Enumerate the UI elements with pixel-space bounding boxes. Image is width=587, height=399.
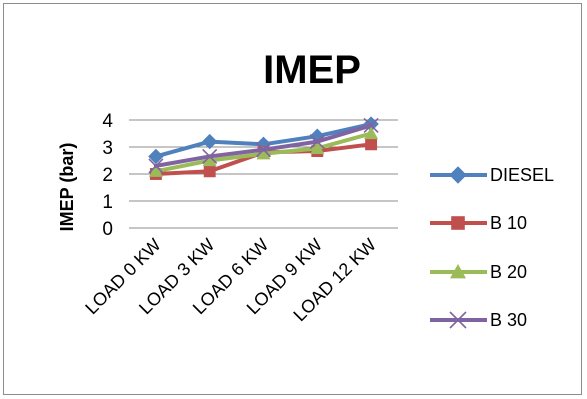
legend-marker <box>449 166 467 184</box>
legend-label: B 20 <box>490 262 527 282</box>
data-point-b30 <box>202 148 218 165</box>
data-point-diesel <box>148 148 164 165</box>
data-point-b10 <box>203 165 216 178</box>
data-point-b30 <box>309 134 325 150</box>
legend-label: B 30 <box>490 310 527 330</box>
y-tick-label: 4 <box>102 111 113 132</box>
data-point-b20 <box>256 146 271 160</box>
legend-item-diesel: DIESEL <box>430 165 554 185</box>
data-point-b30 <box>363 117 379 133</box>
data-point-b30 <box>255 142 272 158</box>
y-tick-label: 3 <box>102 138 113 159</box>
legend-label: DIESEL <box>490 165 554 185</box>
legend-marker <box>449 311 467 329</box>
data-point-b20 <box>202 153 217 167</box>
data-point-b20 <box>148 164 163 177</box>
legend-label: B 10 <box>490 213 527 233</box>
chart-title: IMEP <box>263 48 361 92</box>
y-tick-label: 0 <box>102 219 113 240</box>
y-axis-label: IMEP (bar) <box>57 143 77 232</box>
data-point-b20 <box>310 141 325 154</box>
data-point-b20 <box>364 126 379 140</box>
y-tick-label: 1 <box>102 192 113 213</box>
y-tick-label: 2 <box>102 165 113 186</box>
data-point-diesel <box>201 133 218 150</box>
legend: DIESEL B 10 B 20 B 30 <box>430 165 554 330</box>
data-point-b10 <box>365 138 378 151</box>
chart-frame <box>3 3 582 395</box>
y-tick-labels: 0 1 2 3 4 <box>102 111 113 240</box>
legend-item-b20: B 20 <box>430 262 527 282</box>
legend-item-b30: B 30 <box>430 310 527 330</box>
legend-item-b10: B 10 <box>430 213 527 233</box>
legend-marker <box>451 216 465 230</box>
legend-marker <box>450 264 466 279</box>
series-lines <box>148 116 379 180</box>
data-point-b30 <box>148 158 164 174</box>
